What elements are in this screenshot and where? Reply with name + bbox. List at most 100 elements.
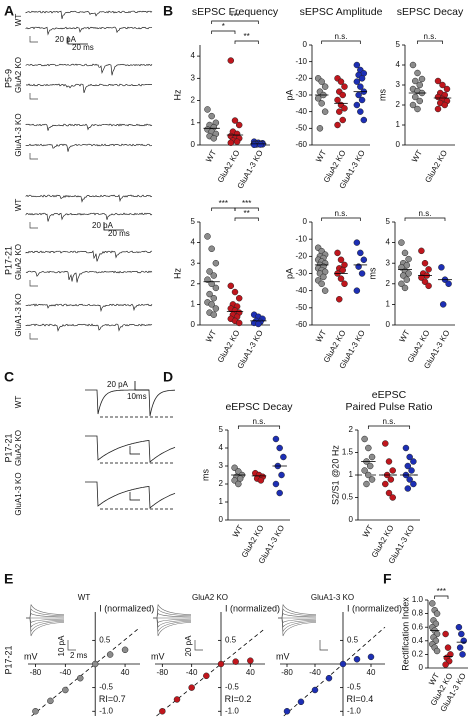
data-point — [363, 480, 370, 488]
y-tick-label: 0.5 — [225, 635, 237, 644]
data-point — [408, 467, 415, 474]
y-tick-label: 4 — [191, 238, 196, 247]
data-point — [276, 444, 283, 452]
scale-label: 2 ms — [70, 651, 87, 660]
data-point — [385, 489, 393, 497]
genotype-label: GluA1-3 KO — [14, 472, 23, 515]
y-tick-label: 4 — [396, 60, 401, 69]
trace — [25, 212, 153, 222]
inset-trace — [278, 617, 317, 628]
inset-trace — [26, 617, 65, 628]
y-tick-label: -1.0 — [225, 706, 239, 715]
data-point — [460, 637, 467, 645]
data-point — [360, 116, 368, 124]
inset-trace — [153, 617, 192, 624]
scale-bar — [67, 640, 76, 651]
significance-label: ** — [244, 209, 250, 218]
y-tick-label: 0 — [219, 515, 224, 524]
y-tick-label: 0.4 — [412, 636, 424, 645]
x-tick-label: -40 — [60, 668, 72, 677]
x-tick-label: -80 — [30, 668, 42, 677]
data-point — [409, 61, 417, 69]
data-point — [318, 78, 325, 85]
y-tick-label: -0.5 — [225, 683, 239, 692]
data-point — [398, 264, 405, 271]
y-tick-label: 1 — [349, 470, 354, 479]
data-point — [403, 262, 411, 269]
x-tick-label: WT — [314, 148, 328, 163]
data-point — [47, 697, 54, 705]
x-axis-label: mV — [276, 651, 290, 661]
data-point — [357, 108, 364, 115]
data-point — [106, 651, 114, 658]
data-point — [210, 294, 218, 302]
inset-trace — [278, 617, 317, 624]
significance-label: n.s. — [335, 209, 348, 218]
x-tick-label: 40 — [367, 668, 376, 677]
x-tick-label: WT — [204, 148, 218, 163]
data-point — [233, 138, 241, 145]
data-point — [442, 630, 449, 638]
data-point — [382, 440, 389, 447]
scale-label: 10ms — [127, 392, 147, 401]
data-point — [206, 268, 213, 275]
y-tick-label: 0 — [386, 320, 391, 329]
genotype-label: GluA2 KO — [14, 430, 23, 466]
data-point — [208, 301, 215, 308]
y-tick-label: 3 — [191, 258, 196, 267]
data-point — [434, 105, 442, 113]
data-point — [365, 471, 372, 479]
y-tick-label: 0 — [191, 140, 196, 149]
scale-bar — [29, 333, 38, 340]
chart-title: sEPSC Amplitude — [300, 6, 383, 18]
scale-bar — [29, 280, 38, 287]
data-point — [443, 85, 451, 93]
data-point — [455, 623, 463, 631]
y-tick-label: 2 — [191, 279, 196, 288]
scale-label: 20 pA — [55, 35, 77, 44]
data-point — [404, 485, 412, 492]
significance-bracket — [211, 207, 236, 211]
data-point — [278, 471, 285, 479]
scale-bar — [67, 36, 88, 45]
inset-trace — [278, 608, 317, 619]
data-point — [280, 453, 287, 461]
data-point — [339, 660, 347, 668]
trace — [25, 10, 153, 19]
data-point — [188, 684, 195, 691]
y-tick-label: -30 — [295, 90, 307, 99]
data-point — [272, 435, 280, 443]
data-point — [212, 305, 220, 312]
trace — [25, 123, 153, 131]
significance-label: ** — [244, 32, 250, 41]
data-point — [257, 477, 265, 484]
significance-label: *** — [437, 587, 446, 596]
significance-bracket — [211, 20, 259, 24]
data-point — [235, 319, 243, 327]
y-tick-label: -0.5 — [347, 683, 361, 692]
panel-label: E — [4, 571, 13, 587]
y-axis-label: I (normalized) — [347, 603, 402, 613]
data-point — [337, 275, 345, 282]
trace — [25, 83, 152, 94]
y-axis-label: ms — [367, 267, 377, 279]
x-tick-label: WT — [314, 328, 328, 343]
genotype-label: GluA2 KO — [14, 244, 23, 280]
y-tick-label: 1 — [191, 118, 196, 127]
y-tick-label: -50 — [295, 123, 307, 132]
genotype-label: WT — [14, 14, 23, 27]
y-tick-label: 0.5 — [99, 635, 111, 644]
y-axis-label: I (normalized) — [225, 603, 280, 613]
data-point — [402, 444, 410, 452]
significance-bracket — [404, 217, 446, 221]
data-point — [247, 657, 254, 664]
data-point — [341, 105, 348, 112]
y-tick-label: 3 — [219, 461, 224, 470]
x-axis-label: mV — [24, 651, 38, 661]
y-tick-label: -20 — [295, 251, 307, 260]
y-tick-label: -60 — [295, 320, 307, 329]
data-point — [418, 274, 425, 281]
data-point — [283, 708, 291, 715]
chart-title: GluA1-3 KO — [311, 593, 354, 602]
y-tick-label: -10 — [295, 234, 307, 243]
